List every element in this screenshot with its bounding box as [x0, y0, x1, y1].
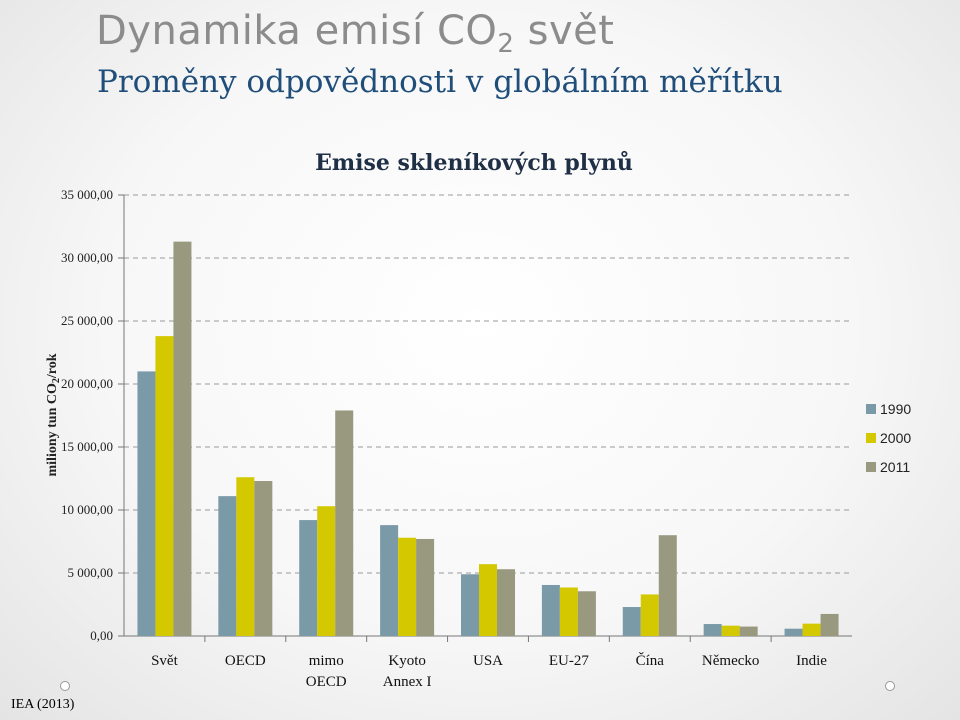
bar-1990	[461, 574, 479, 636]
bar-2000	[640, 594, 659, 636]
y-tick-labels: 0,00 5 000,00 10 000,00 15 000,00 20 000,00 2…	[61, 187, 113, 643]
legend-label: 2011	[880, 459, 910, 475]
x-category-label: Indie	[796, 653, 827, 669]
bar-2011	[739, 626, 758, 636]
slide-subtitle: Proměny odpovědnosti v globálním měřítku	[97, 64, 783, 100]
bar-2000	[721, 625, 740, 636]
bar-2011	[416, 538, 435, 636]
decorative-dot-left	[60, 681, 70, 691]
bars	[137, 241, 839, 636]
bar-2011	[497, 569, 515, 636]
bar-1990	[218, 496, 237, 636]
slide-title-subscript: 2	[497, 29, 515, 59]
bar-1990	[784, 628, 803, 636]
slide-title: Dynamika emisí CO2 svět	[96, 8, 614, 59]
source-note: IEA (2013)	[11, 697, 75, 712]
chart-title: Emise skleníkových plynů	[315, 150, 633, 176]
bar-1990	[622, 607, 641, 636]
y-tick-label: 30 000,00	[61, 250, 113, 265]
bar-2011	[658, 535, 677, 636]
legend-swatch	[866, 404, 876, 414]
y-tick-label: 0,00	[90, 628, 113, 643]
bar-2000	[236, 477, 255, 636]
bar-2000	[155, 336, 174, 636]
bar-1990	[299, 520, 318, 636]
slide-title-end: svět	[514, 8, 615, 54]
y-axis-label-text: miliony tun CO	[45, 383, 60, 476]
legend-label: 2000	[880, 430, 911, 446]
y-axis-label-unit: /rok	[45, 353, 60, 379]
legend: 1990 2000 2011	[866, 401, 911, 475]
bar-2011	[577, 591, 596, 636]
bar-2011	[820, 613, 839, 636]
bar-2000	[559, 587, 578, 636]
x-category-label: Svět	[151, 653, 179, 669]
bar-1990	[703, 624, 722, 636]
x-category-label: USA	[473, 653, 503, 669]
y-tick-label: 20 000,00	[61, 376, 113, 391]
y-axis-label-subscript: 2	[51, 378, 62, 383]
bar-2000	[317, 506, 336, 636]
bar-2011	[173, 241, 192, 636]
legend-swatch	[866, 462, 876, 472]
legend-swatch	[866, 433, 876, 443]
x-category-labels: Svět OECD mimo OECD Kyoto Annex I USA EU-27 Čína…	[151, 652, 827, 690]
y-tick-label: 5 000,00	[68, 565, 114, 580]
y-tick-label: 15 000,00	[61, 439, 113, 454]
y-tick-label: 35 000,00	[61, 187, 113, 202]
x-category-label: Annex I	[383, 674, 432, 690]
x-category-label: mimo	[309, 653, 344, 669]
bar-1990	[380, 525, 399, 636]
bar-2011	[254, 481, 273, 636]
y-tick-label: 10 000,00	[61, 502, 113, 517]
y-axis-label: miliony tun CO2/rok	[45, 353, 62, 476]
bar-1990	[137, 371, 156, 636]
legend-label: 1990	[880, 401, 911, 417]
bar-1990	[541, 584, 560, 636]
decorative-dot-right	[885, 681, 895, 691]
x-category-label: OECD	[306, 674, 347, 690]
bar-2000	[479, 564, 497, 636]
bar-2000	[802, 623, 821, 636]
x-category-label: Kyoto	[388, 653, 426, 669]
bar-2011	[335, 410, 354, 636]
x-category-label: Německo	[702, 653, 759, 669]
bar-2000	[398, 537, 417, 636]
slide-title-text: Dynamika emisí CO	[96, 8, 498, 54]
x-category-label: OECD	[225, 653, 266, 669]
x-category-label: EU-27	[549, 653, 589, 669]
y-tick-label: 25 000,00	[61, 313, 113, 328]
x-category-label: Čína	[636, 652, 665, 669]
